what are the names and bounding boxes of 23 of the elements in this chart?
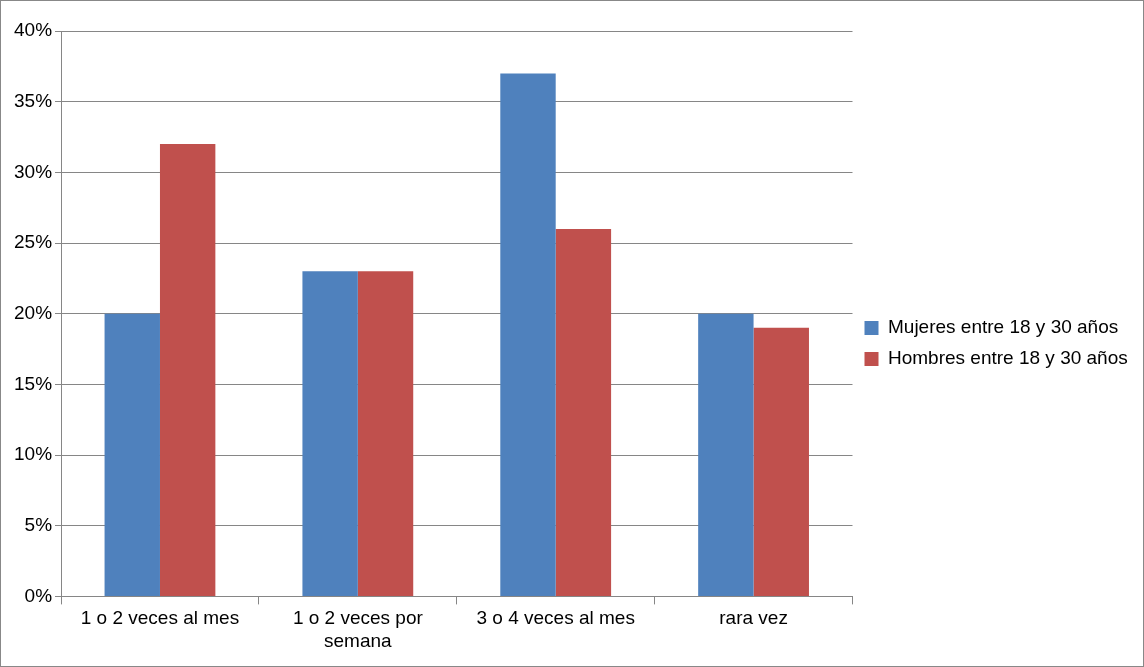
y-tick-label: 35% <box>14 89 53 111</box>
bar <box>500 73 556 596</box>
bar <box>159 144 216 596</box>
legend-label: Hombres entre 18 y 30 años <box>888 347 1128 369</box>
y-tick-label: 10% <box>14 443 53 465</box>
x-tick-label: 1 o 2 veces por semana <box>292 607 424 651</box>
x-tick-label: 1 o 2 veces al mes <box>80 607 240 629</box>
bar <box>357 271 414 596</box>
y-tick-label: 30% <box>14 160 53 182</box>
bar <box>555 228 612 596</box>
legend-label: Mujeres entre 18 y 30 años <box>888 316 1119 338</box>
x-tick-label: 3 o 4 veces al mes <box>476 607 635 629</box>
y-tick-label: 25% <box>14 231 53 253</box>
y-tick-label: 5% <box>24 513 53 535</box>
bar <box>104 313 160 596</box>
y-tick-label: 0% <box>24 584 53 606</box>
bar <box>753 327 809 596</box>
y-tick-label: 40% <box>14 19 53 41</box>
bar <box>698 313 754 596</box>
x-tick-label: rara vez <box>719 607 788 629</box>
y-tick-label: 20% <box>14 301 53 323</box>
y-tick-label: 15% <box>14 372 53 394</box>
bar <box>302 271 358 596</box>
